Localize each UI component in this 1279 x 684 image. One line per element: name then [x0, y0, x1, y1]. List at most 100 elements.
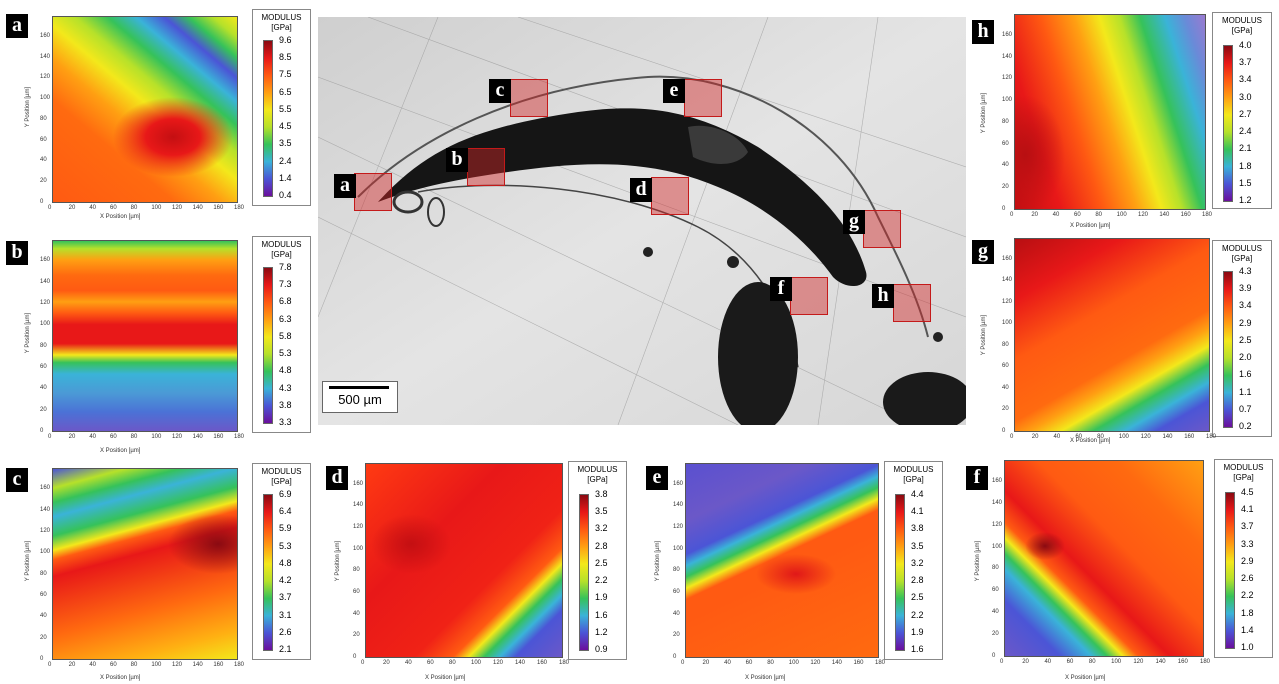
- x-axis-title: X Position [µm]: [1070, 438, 1111, 444]
- y-tick-label: 60: [992, 587, 999, 594]
- colorbar-tick: 1.1: [1239, 386, 1252, 397]
- panel-d: d Y Position [µm] X Position [µm] MODULU…: [320, 458, 630, 684]
- x-tick-label: 40: [89, 434, 97, 440]
- panel-letter-c: c: [6, 468, 28, 492]
- y-tick-label: 140: [40, 278, 51, 285]
- colorbar-tick: 5.3: [279, 540, 292, 551]
- x-tick-label: 180: [234, 434, 245, 440]
- colorbar-tick: 2.5: [911, 592, 924, 603]
- y-tick-label: 20: [1002, 406, 1009, 413]
- y-tick-label: 80: [40, 115, 47, 122]
- colorbar-tick: 7.5: [279, 69, 292, 80]
- y-tick-label: 120: [1002, 75, 1013, 82]
- x-tick-label: 140: [192, 434, 203, 440]
- colorbar-tick: 1.2: [595, 626, 608, 637]
- colorbar-tick: 3.7: [279, 592, 292, 603]
- heatmap-g: [1014, 238, 1210, 432]
- colorbar-g: [1223, 271, 1233, 428]
- x-tick-label: 140: [192, 205, 203, 211]
- x-tick-label: 180: [875, 660, 886, 666]
- colorbar-f: [1225, 492, 1235, 649]
- y-tick-label: 40: [1002, 384, 1009, 391]
- heatmap-f: [1004, 460, 1204, 657]
- colorbar-tick: 5.5: [279, 103, 292, 114]
- colorbar-tick: 2.5: [1239, 334, 1252, 345]
- panel-letter-g: g: [972, 240, 994, 264]
- colorbar-tick: 1.0: [1241, 642, 1254, 652]
- colorbar-tick: 3.9: [1239, 283, 1252, 294]
- y-tick-label: 100: [1002, 97, 1013, 104]
- colorbar-tick: 6.9: [279, 489, 292, 499]
- y-axis-title: Y Position [µm]: [975, 540, 982, 582]
- colorbar-tick: 3.0: [1239, 91, 1252, 102]
- x-tick-label: 120: [172, 434, 183, 440]
- panel-e: e Y Position [µm] X Position [µm] MODULU…: [640, 458, 950, 684]
- x-tick-label: 80: [1095, 212, 1103, 218]
- y-tick-label: 120: [40, 74, 51, 81]
- x-tick-label: 0: [1010, 212, 1014, 218]
- x-tick-label: 60: [1074, 212, 1081, 218]
- panel-a: a Y Position [µm] X Position [µm] MODULU…: [0, 0, 311, 232]
- legend-e: MODULUS [GPa] 4.4 4.1 3.8 3.5 3.2 2.8 2.5 2.2 1.9…: [884, 461, 943, 660]
- y-tick-label: 100: [992, 543, 1003, 550]
- y-tick-label: 20: [40, 406, 47, 413]
- x-tick-label: 40: [724, 660, 731, 666]
- x-axis-title: X Position [µm]: [1070, 223, 1111, 229]
- y-tick-label: 60: [40, 592, 47, 598]
- heatmap-b: [52, 240, 238, 432]
- x-tick-label: 180: [234, 205, 245, 211]
- x-axis-title: X Position [µm]: [1065, 675, 1106, 681]
- roi-label-b: b: [446, 148, 468, 172]
- y-tick-label: 80: [1002, 118, 1009, 125]
- roi-f: [790, 277, 828, 315]
- x-tick-label: 160: [1184, 434, 1195, 440]
- scale-bar-label: 500 µm: [338, 392, 382, 407]
- y-tick-label: 160: [353, 480, 364, 487]
- colorbar-tick: 2.2: [1241, 590, 1254, 601]
- colorbar-tick: 2.8: [595, 540, 608, 551]
- x-tick-label: 120: [1140, 434, 1151, 440]
- y-tick-label: 60: [1002, 363, 1009, 370]
- x-tick-label: 160: [213, 662, 224, 668]
- y-tick-label: 0: [1002, 428, 1006, 434]
- y-tick-label: 60: [1002, 140, 1009, 147]
- y-tick-label: 140: [1002, 53, 1013, 60]
- panel-letter-d: d: [326, 466, 348, 490]
- colorbar-tick: 5.8: [279, 330, 292, 341]
- x-tick-label: 80: [130, 205, 138, 211]
- y-tick-label: 80: [40, 342, 47, 349]
- colorbar-c: [263, 494, 273, 651]
- x-tick-label: 100: [471, 660, 482, 666]
- colorbar-tick: 6.8: [279, 296, 292, 307]
- y-tick-label: 0: [40, 656, 44, 662]
- y-tick-label: 100: [1002, 320, 1013, 327]
- colorbar-tick: 3.2: [595, 523, 608, 534]
- x-tick-label: 160: [537, 660, 548, 666]
- y-tick-label: 160: [673, 480, 684, 487]
- legend-title: MODULUS [GPa]: [1221, 16, 1262, 35]
- legend-title: MODULUS [GPa]: [261, 240, 302, 259]
- roi-g: [863, 210, 901, 248]
- colorbar-tick: 7.8: [279, 262, 292, 272]
- colorbar-tick: 0.4: [279, 190, 292, 200]
- micrograph-image: [318, 17, 966, 425]
- colorbar-tick: 2.2: [911, 609, 924, 620]
- heatmap-e: [685, 463, 879, 658]
- x-tick-label: 60: [427, 660, 434, 666]
- colorbar-tick: 8.5: [279, 52, 292, 63]
- x-tick-label: 160: [213, 205, 224, 211]
- y-tick-label: 20: [40, 178, 47, 185]
- colorbar-tick: 2.1: [1239, 143, 1252, 154]
- x-tick-label: 40: [1044, 659, 1052, 665]
- y-tick-label: 0: [673, 654, 677, 660]
- x-tick-label: 20: [68, 662, 76, 668]
- y-axis-title: Y Position [µm]: [981, 92, 988, 134]
- x-tick-label: 20: [1031, 434, 1039, 440]
- colorbar-tick: 4.4: [911, 489, 924, 499]
- x-tick-label: 0: [48, 205, 52, 211]
- roi-c: [510, 79, 548, 117]
- scale-bar-line: [329, 386, 389, 389]
- panel-letter-h: h: [972, 20, 994, 44]
- y-tick-label: 80: [1002, 341, 1009, 348]
- x-tick-label: 100: [151, 434, 162, 440]
